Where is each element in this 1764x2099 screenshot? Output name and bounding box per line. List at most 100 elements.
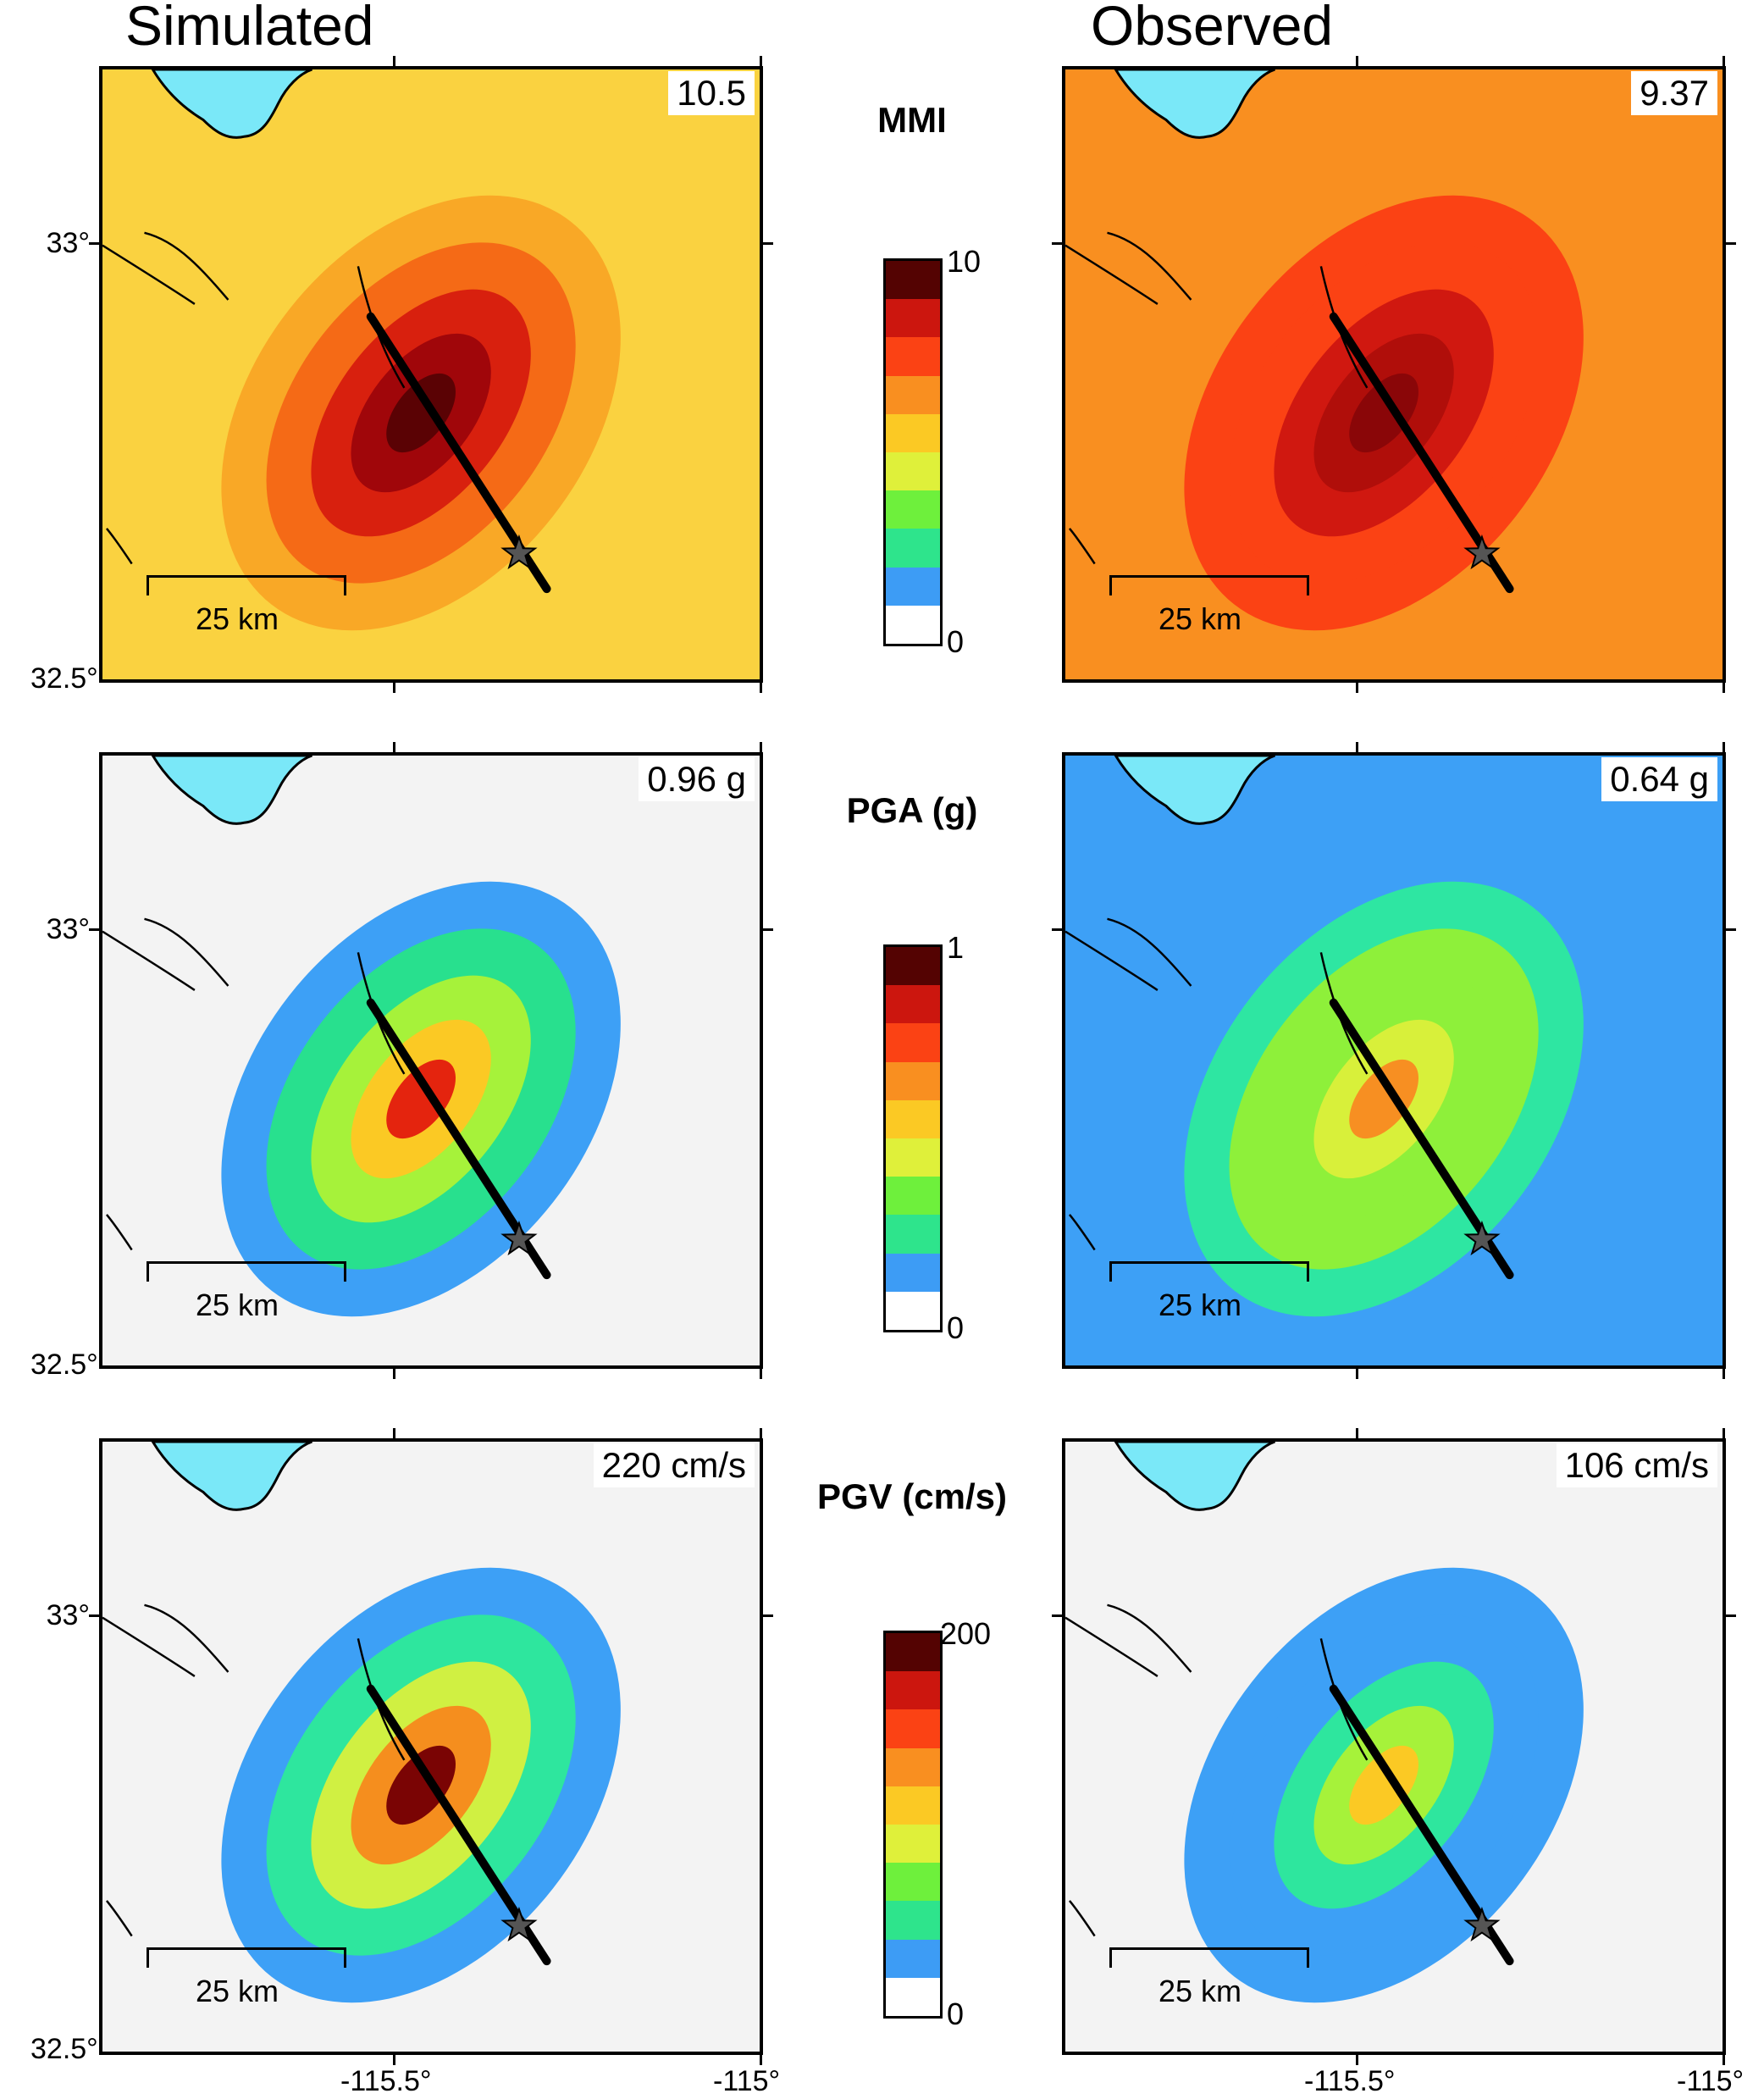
- panel-pga-simulated: 0.96 g 25 km: [99, 752, 763, 1369]
- axis-tick: [760, 1428, 762, 1438]
- fault-line: [1065, 930, 1158, 991]
- intensity-contour: [1349, 373, 1418, 453]
- colorbar-segment: [886, 490, 940, 529]
- axis-tick: [760, 1369, 762, 1379]
- row-title-mmi: MMI: [877, 100, 947, 140]
- scale-bar: [147, 1261, 346, 1282]
- ocean-shape: [1114, 1442, 1275, 1511]
- scale-bar-label: 25 km: [196, 601, 279, 636]
- axis-tick: [1356, 56, 1358, 66]
- axis-tick: [763, 928, 773, 931]
- ocean-shape: [1114, 756, 1275, 825]
- map-pga-observed: [1065, 756, 1723, 1365]
- colorbar-segment: [886, 947, 940, 986]
- epicenter-star-icon: [1463, 534, 1501, 570]
- colorbar-pgv: [883, 1631, 943, 2019]
- colorbar-segment: [886, 567, 940, 606]
- y-tick-label: 32.5°: [30, 1349, 98, 1381]
- fault-line: [1068, 1900, 1096, 1937]
- axis-tick: [393, 1428, 395, 1438]
- max-value-label: 10.5: [668, 71, 755, 115]
- ocean-shape: [1114, 69, 1275, 139]
- y-tick-label: 33°: [46, 227, 90, 259]
- axis-tick: [1356, 683, 1358, 693]
- fault-line: [1065, 1616, 1158, 1677]
- scale-bar-label: 25 km: [196, 1288, 279, 1322]
- axis-tick: [1356, 742, 1358, 752]
- ocean-shape: [151, 1442, 312, 1511]
- scale-bar: [1109, 575, 1309, 595]
- colorbar-pga: [883, 944, 943, 1332]
- colorbar-segment: [886, 1253, 940, 1292]
- x-tick-label: -115.5°: [340, 2065, 432, 2097]
- map-pgv-simulated: [102, 1442, 760, 2052]
- axis-tick: [1723, 2055, 1725, 2065]
- axis-tick: [1723, 742, 1725, 752]
- axis-tick: [393, 2055, 395, 2065]
- colorbar-segment: [886, 1215, 940, 1254]
- panel-pga-observed: 0.64 g 25 km: [1062, 752, 1726, 1369]
- axis-tick: [760, 683, 762, 693]
- intensity-contour: [1349, 1745, 1418, 1825]
- colorbar-segment: [886, 1633, 940, 1672]
- axis-tick: [760, 742, 762, 752]
- epicenter-star-icon: [500, 1906, 538, 1942]
- fault-line: [1107, 231, 1192, 301]
- colorbar-segment: [886, 1709, 940, 1748]
- axis-tick: [393, 1369, 395, 1379]
- epicenter-star-icon: [1463, 1906, 1501, 1942]
- colorbar-segment: [886, 1901, 940, 1940]
- max-value-label: 106 cm/s: [1556, 1443, 1717, 1487]
- colorbar-max-label: 10: [947, 244, 982, 279]
- intensity-contour: [1349, 1059, 1418, 1139]
- max-value-label: 220 cm/s: [593, 1443, 755, 1487]
- colorbar-segment: [886, 375, 940, 414]
- x-tick-label: -115.5°: [1304, 2065, 1396, 2097]
- epicenter-star-icon: [500, 1220, 538, 1256]
- fault-line: [144, 917, 229, 987]
- colorbar-min-label: 0: [947, 1310, 965, 1345]
- axis-tick: [763, 242, 773, 245]
- colorbar-min-label: 0: [947, 1997, 965, 2031]
- row-title-pgv: PGV (cm/s): [816, 1476, 1008, 1516]
- map-pga-simulated: [102, 756, 760, 1365]
- colorbar-segment: [886, 261, 940, 300]
- fault-line: [102, 930, 196, 991]
- axis-tick: [1356, 2055, 1358, 2065]
- axis-tick: [1726, 928, 1736, 931]
- map-mmi-simulated: [102, 69, 760, 679]
- axis-tick: [1726, 242, 1736, 245]
- y-tick-label: 32.5°: [30, 2033, 98, 2065]
- colorbar-segment: [886, 529, 940, 568]
- axis-tick: [1726, 1614, 1736, 1617]
- axis-tick: [763, 1614, 773, 1617]
- colorbar-min-label: 0: [947, 624, 965, 659]
- fault-line: [144, 231, 229, 301]
- fault-line: [105, 528, 133, 565]
- scale-bar-label: 25 km: [1158, 601, 1242, 636]
- colorbar-segment: [886, 1863, 940, 1902]
- intensity-contours: [1184, 1567, 1584, 2003]
- ocean-shape: [151, 756, 312, 825]
- colorbar-segment: [886, 1977, 940, 2016]
- axis-tick: [1052, 928, 1062, 931]
- colorbar-segment: [886, 413, 940, 452]
- fault-line: [102, 1616, 196, 1677]
- colorbar-segment: [886, 1099, 940, 1138]
- colorbar-segment: [886, 1138, 940, 1177]
- scale-bar: [147, 575, 346, 595]
- fault-line: [1068, 1214, 1096, 1251]
- panel-pgv-observed: 106 cm/s 25 km: [1062, 1438, 1726, 2055]
- scale-bar-label: 25 km: [1158, 1974, 1242, 2008]
- y-tick-label: 33°: [46, 1599, 90, 1631]
- axis-tick: [1356, 1428, 1358, 1438]
- axis-tick: [89, 242, 99, 245]
- scale-bar-label: 25 km: [1158, 1288, 1242, 1322]
- axis-tick: [760, 56, 762, 66]
- panel-mmi-observed: 9.37 25 km: [1062, 66, 1726, 683]
- colorbar-segment: [886, 1061, 940, 1100]
- intensity-contours: [1184, 881, 1584, 1317]
- colorbar-segment: [886, 1747, 940, 1786]
- colorbar-segment: [886, 605, 940, 644]
- colorbar-segment: [886, 451, 940, 491]
